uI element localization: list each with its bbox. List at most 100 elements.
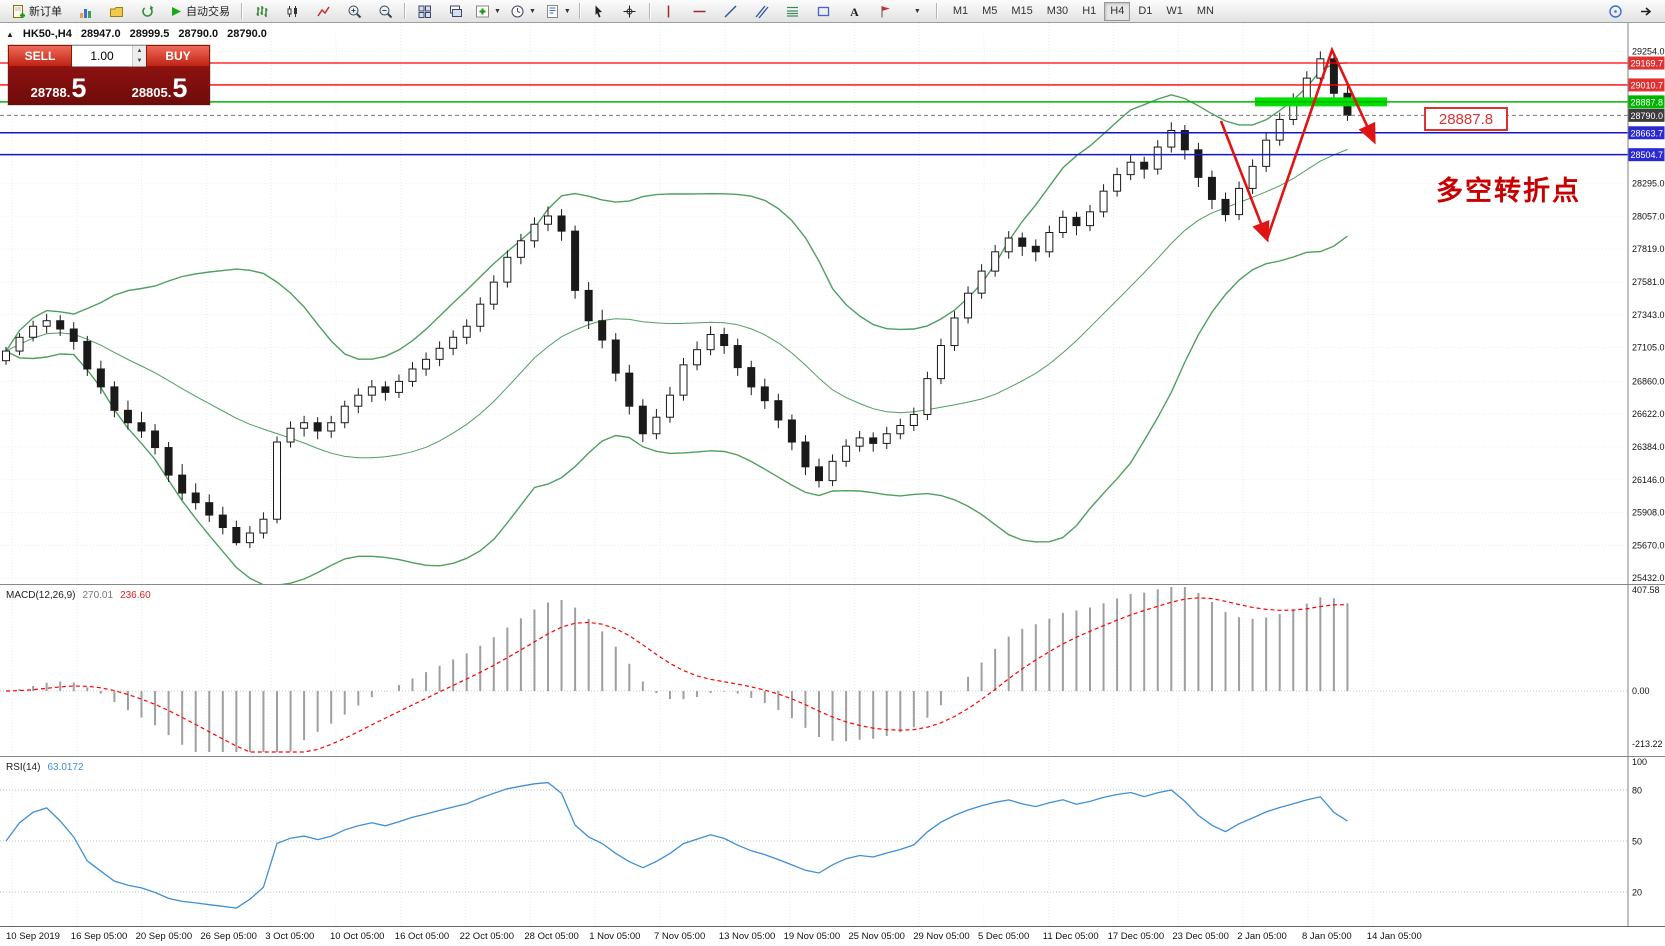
price-axis-label: 26146.0	[1632, 475, 1665, 485]
volume-up-icon[interactable]: ▲	[133, 46, 146, 56]
charts-button[interactable]	[70, 0, 100, 22]
trendline-button[interactable]	[716, 0, 746, 22]
macd-signal-line	[5, 597, 1348, 753]
tab-M5[interactable]: M5	[982, 5, 998, 17]
line-chart-button[interactable]	[308, 0, 338, 22]
indicators-button[interactable]: ▼	[471, 0, 505, 22]
price-axis-label: 26860.0	[1632, 376, 1665, 386]
tab-D1[interactable]: D1	[1138, 5, 1153, 17]
templates-button[interactable]: ▼	[541, 0, 575, 22]
annotation-text[interactable]: 多空转折点	[1436, 176, 1581, 206]
zoom-in-icon	[348, 5, 361, 18]
price-axis-label: 25670.0	[1632, 540, 1665, 550]
time-axis-label: 5 Dec 05:00	[978, 931, 1030, 942]
crosshair-button[interactable]	[615, 0, 645, 22]
bar-chart-button[interactable]	[246, 0, 276, 22]
vertical-line-button[interactable]	[654, 0, 684, 22]
periods-button[interactable]: ▼	[506, 0, 540, 22]
cascade-windows-button[interactable]	[440, 0, 470, 22]
tab-W1[interactable]: W1	[1166, 5, 1183, 17]
new-order-label: 新订单	[29, 6, 62, 18]
macd-scale-label: 407.58	[1632, 585, 1660, 595]
time-axis[interactable]: 10 Sep 2019 16 Sep 05:00 20 Sep 05:00 26 Se…	[0, 926, 1665, 946]
toolbar-separator	[935, 3, 937, 19]
time-axis-label: 2 Jan 05:00	[1237, 931, 1287, 942]
macd-label: MACD(12,26,9) 270.01 236.60	[6, 590, 151, 601]
price-callout-label[interactable]: 28887.8	[1424, 107, 1508, 131]
sell-button[interactable]: SELL	[8, 45, 72, 67]
price-line-badge	[1628, 108, 1665, 122]
price-axis-label: 26384.0	[1632, 442, 1665, 452]
flag-icon	[881, 5, 891, 17]
candlestick-button[interactable]	[277, 0, 307, 22]
cursor-icon	[595, 5, 603, 17]
forward-button[interactable]	[1631, 0, 1661, 22]
fibonacci-button[interactable]	[778, 0, 808, 22]
price-chart-panel[interactable]: 29254.0 28295.0 28057.0 27819.0 27581.0 27343…	[0, 23, 1665, 584]
arrow-label-button[interactable]	[871, 0, 901, 22]
sell-price-big: 5	[71, 73, 87, 104]
price-axis[interactable]: 29254.0 28295.0 28057.0 27819.0 27581.0 27343…	[1627, 23, 1665, 584]
chevron-down-icon: ▼	[494, 7, 501, 15]
horizontal-line-button[interactable]	[685, 0, 715, 22]
refresh-icon	[141, 5, 153, 17]
buy-price-small: 28805.	[131, 84, 172, 100]
price-axis-label: 29254.0	[1632, 46, 1665, 56]
text-button[interactable]: A	[840, 0, 870, 22]
time-axis-label: 16 Sep 05:00	[70, 931, 128, 942]
collapse-panel-icon[interactable]: ▲	[6, 29, 14, 39]
zigzag-drawing	[1219, 46, 1376, 243]
volume-input[interactable]	[72, 46, 132, 66]
rsi-canvas[interactable]: 100 80 50 20	[0, 756, 1665, 926]
arrows-dropdown-button[interactable]: ▼	[902, 0, 932, 22]
tile-windows-button[interactable]	[409, 0, 439, 22]
shapes-button[interactable]	[809, 0, 839, 22]
volume-box: ▲ ▼	[72, 45, 146, 67]
zoom-out-button[interactable]	[370, 0, 400, 22]
zoom-in-button[interactable]	[339, 0, 369, 22]
rsi-axis: 100 80 50 20	[1627, 756, 1647, 926]
channel-button[interactable]	[747, 0, 777, 22]
tab-M1[interactable]: M1	[952, 5, 969, 17]
rsi-scale-label: 20	[1632, 888, 1642, 898]
macd-histogram	[18, 587, 1349, 752]
cursor-button[interactable]	[584, 0, 614, 22]
grid-layer	[0, 23, 1628, 584]
volume-down-icon[interactable]: ▼	[133, 56, 146, 66]
macd-scale-label: 0.00	[1632, 686, 1650, 696]
price-line-badge	[1628, 56, 1665, 70]
price-axis-label: 26622.0	[1632, 409, 1665, 419]
sell-price[interactable]: 28788. 5	[8, 67, 109, 105]
macd-panel[interactable]: 407.58 0.00 -213.22 MACD(12,26,9) 270.01 2…	[0, 584, 1665, 756]
price-chart-canvas[interactable]: 29254.0 28295.0 28057.0 27819.0 27581.0 27343…	[0, 23, 1665, 584]
time-axis-label: 7 Nov 05:00	[654, 931, 706, 942]
line-chart-icon	[316, 6, 330, 16]
high-value: 28999.5	[129, 28, 170, 40]
toolbar-separator	[404, 3, 405, 19]
tab-M30[interactable]: M30	[1046, 5, 1069, 17]
macd-canvas[interactable]: 407.58 0.00 -213.22	[0, 584, 1665, 756]
channel-icon	[755, 5, 769, 18]
tab-M15[interactable]: M15	[1011, 5, 1033, 17]
price-line-badge	[1628, 78, 1665, 92]
refresh-button[interactable]	[132, 0, 162, 22]
time-axis-label: 11 Dec 05:00	[1042, 931, 1099, 942]
trendline-icon	[724, 4, 737, 18]
time-axis-label: 13 Nov 05:00	[718, 931, 776, 942]
rsi-panel[interactable]: 100 80 50 20 RSI(14) 63.0172	[0, 756, 1665, 926]
buy-price[interactable]: 28805. 5	[109, 67, 210, 105]
buy-button[interactable]: BUY	[146, 45, 210, 67]
svg-text:28663.7: 28663.7	[1631, 128, 1664, 138]
autotrading-button[interactable]: 自动交易	[163, 0, 237, 22]
tab-H4[interactable]: H4	[1104, 1, 1131, 21]
tab-MN[interactable]: MN	[1196, 5, 1214, 17]
add-indicator-icon	[476, 5, 489, 17]
chevron-down-icon: ▼	[528, 7, 536, 15]
rsi-name: RSI(14)	[6, 762, 41, 773]
help-button[interactable]	[1600, 0, 1630, 22]
tab-H1[interactable]: H1	[1082, 5, 1097, 17]
new-order-button[interactable]: 新订单	[4, 0, 69, 22]
profiles-button[interactable]	[101, 0, 131, 22]
price-line-badge	[1628, 95, 1665, 109]
toolbar-separator	[578, 3, 580, 19]
